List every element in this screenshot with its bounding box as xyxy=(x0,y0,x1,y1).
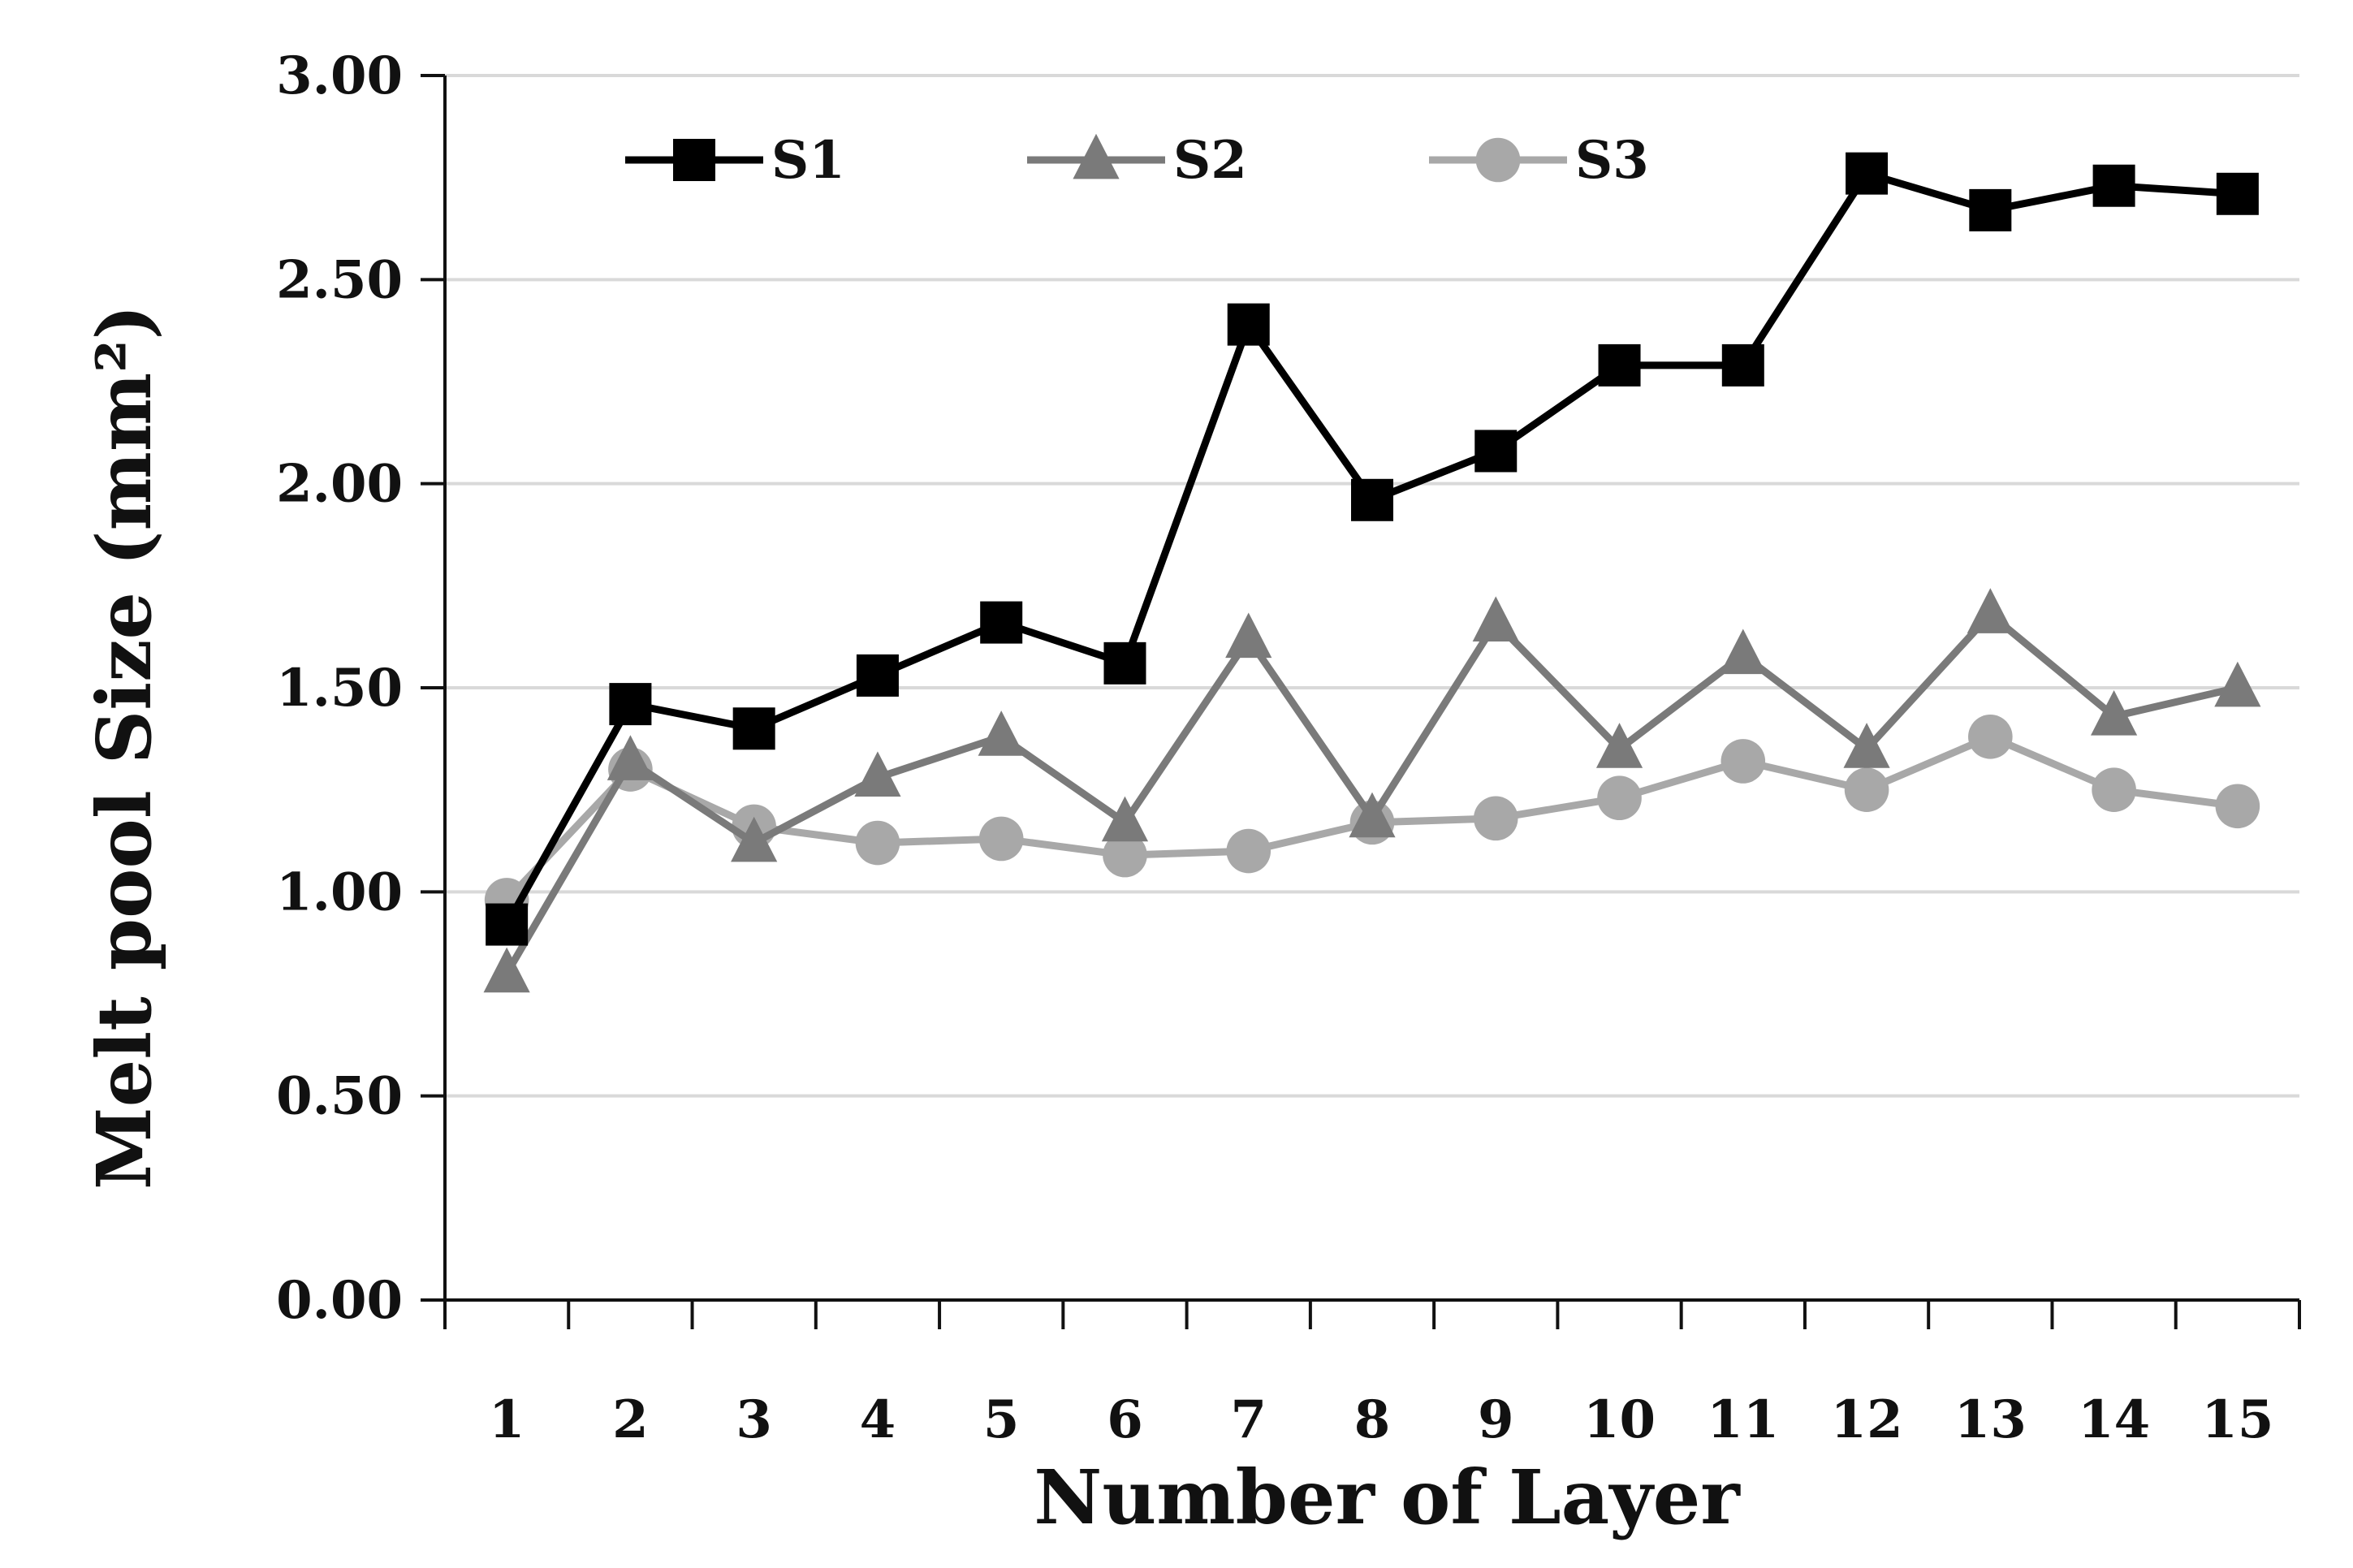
legend-item-s3: S3 xyxy=(1429,130,1649,191)
x-tick-label: 8 xyxy=(1354,1389,1391,1450)
data-point xyxy=(1595,723,1643,768)
x-tick-label: 12 xyxy=(1831,1389,1903,1450)
data-point xyxy=(732,707,775,750)
data-point xyxy=(486,903,529,946)
y-tick-label: 3.00 xyxy=(276,45,403,106)
legend-item-s1: S1 xyxy=(625,130,845,191)
data-point xyxy=(731,816,778,862)
data-point xyxy=(980,601,1023,644)
data-point xyxy=(1474,430,1518,473)
data-point xyxy=(978,711,1025,756)
data-point xyxy=(2092,164,2135,207)
y-tick-label: 1.50 xyxy=(276,658,403,719)
x-tick-label: 2 xyxy=(612,1389,649,1450)
legend-marker xyxy=(1073,133,1120,179)
data-point xyxy=(1721,343,1764,387)
y-tick-label: 1.00 xyxy=(276,862,403,922)
x-tick-label: 10 xyxy=(1583,1389,1656,1450)
legend-marker xyxy=(673,139,715,181)
data-point xyxy=(1597,775,1642,821)
data-point xyxy=(1472,596,1519,641)
data-point xyxy=(1227,303,1270,346)
legend-marker xyxy=(1475,137,1521,183)
x-tick-label: 3 xyxy=(736,1389,772,1450)
data-point xyxy=(2214,661,2261,707)
data-point xyxy=(1843,723,1890,768)
series-group xyxy=(483,152,2261,993)
series-s1 xyxy=(486,152,2259,946)
x-tick-label: 11 xyxy=(1707,1389,1779,1450)
x-tick-label: 5 xyxy=(983,1389,1020,1450)
data-point xyxy=(2216,172,2259,215)
gridlines xyxy=(445,74,2299,1098)
y-tick-label: 2.50 xyxy=(276,249,403,310)
axes: 0.000.501.001.502.002.503.001 2 3 4 5 6 7 8 9 10 1… xyxy=(276,45,2301,1450)
legend: S1 S2 S3 xyxy=(625,130,1649,191)
data-point xyxy=(2092,767,2136,812)
data-point xyxy=(854,751,901,797)
data-point xyxy=(1103,832,1147,878)
data-point xyxy=(1351,478,1393,521)
data-point xyxy=(1720,739,1766,784)
legend-label: S3 xyxy=(1575,130,1649,191)
data-point xyxy=(483,947,530,993)
data-point xyxy=(978,816,1024,862)
x-tick-label: 9 xyxy=(1478,1389,1514,1450)
data-point xyxy=(1101,796,1149,842)
y-tick-label: 0.00 xyxy=(276,1270,403,1331)
x-tick-label: 6 xyxy=(1107,1389,1143,1450)
data-point xyxy=(1967,588,2014,633)
data-point xyxy=(2215,784,2260,829)
data-point xyxy=(1969,188,2012,231)
data-point xyxy=(1846,152,1889,195)
data-point xyxy=(1349,792,1396,838)
data-point xyxy=(856,654,899,697)
data-point xyxy=(1225,612,1272,659)
x-tick-label: 15 xyxy=(2201,1389,2273,1450)
data-point xyxy=(1720,628,1767,675)
x-tick-label: 13 xyxy=(1954,1389,2027,1450)
series-s2 xyxy=(483,588,2261,993)
x-tick-label: 14 xyxy=(2078,1389,2150,1450)
x-axis-title: Number of Layer xyxy=(1034,1454,1741,1541)
y-axis-title: Melt pool Size (mm²) xyxy=(80,305,168,1190)
x-tick-label: 1 xyxy=(489,1389,525,1450)
data-point xyxy=(1598,343,1641,387)
data-point xyxy=(1473,796,1518,841)
data-point xyxy=(1226,828,1271,874)
data-point xyxy=(607,735,654,780)
y-tick-label: 2.00 xyxy=(276,454,403,515)
y-tick-label: 0.50 xyxy=(276,1066,403,1127)
data-point xyxy=(1844,767,1889,812)
data-point xyxy=(1968,715,2013,759)
data-point xyxy=(2091,689,2138,736)
x-tick-label: 4 xyxy=(860,1389,896,1450)
legend-item-s2: S2 xyxy=(1027,130,1247,191)
legend-label: S1 xyxy=(771,130,845,191)
data-point xyxy=(855,820,900,866)
data-point xyxy=(1103,641,1146,685)
legend-label: S2 xyxy=(1173,130,1247,191)
x-tick-label: 7 xyxy=(1230,1389,1267,1450)
data-point xyxy=(609,683,652,726)
